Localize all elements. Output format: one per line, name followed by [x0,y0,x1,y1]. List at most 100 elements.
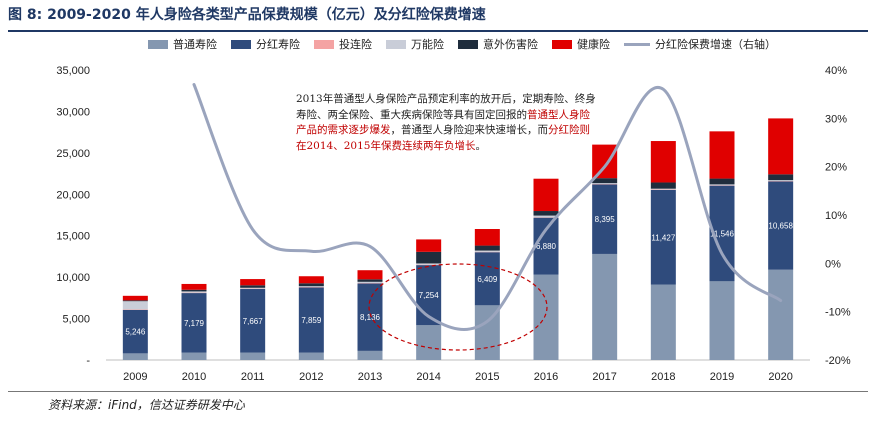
dividend-data-label: 8,136 [360,313,381,322]
bar-segment-ordinary [533,274,559,360]
legend-label-investment: 投连险 [339,38,372,51]
bar-segment-accident [181,289,207,292]
legend-label-ordinary: 普通寿险 [173,38,217,51]
source-note: 资料来源：iFind，信达证券研发中心 [48,398,245,412]
legend-swatch-ordinary [148,39,168,49]
growth-line [192,83,783,331]
legend-item-ordinary: 普通寿险 [148,36,217,52]
bar-segment-accident [592,178,618,184]
bar-segment-ordinary [240,352,266,360]
bar-segment-dividend [357,283,383,351]
legend-swatch-health [552,39,572,49]
bar-segment-health [533,178,559,212]
bar-segment-accident [533,211,559,216]
bar-segment-dividend [181,293,207,353]
dividend-data-label: 7,667 [243,317,264,326]
legend-item-investment: 投连险 [314,36,372,52]
dividend-data-label: 7,859 [301,316,322,325]
y-left-tick-label: 25,000 [56,148,90,160]
bar-segment-accident [240,285,266,288]
legend-item-growth: 分红险保费增速（右轴） [624,36,776,52]
bar-segment-dividend [650,189,676,285]
bar-segment-dividend [592,184,618,254]
y-left-tick-label: 15,000 [56,231,90,243]
y-left-tick-label: - [86,355,90,367]
bar-segment-universal [592,183,618,184]
source-rule [8,391,868,392]
bar-segment-health [416,239,442,252]
bar-segment-universal [709,184,735,186]
bar-segment-accident [709,178,735,185]
y-right-tick-label: 40% [825,65,847,77]
bar-segment-dividend [768,181,794,270]
bar-segment-ordinary [650,284,676,360]
bar-segment-health [768,118,794,175]
bar-segment-ordinary [768,269,794,360]
dividend-data-label: 6,409 [477,275,498,284]
bar-segment-universal [533,215,559,218]
x-tick-label: 2010 [182,371,206,383]
legend-label-universal: 万能险 [411,38,444,51]
bar-segment-accident [768,174,794,181]
title-rule [8,30,868,32]
bar-segment-health [709,131,735,179]
y-right-tick-label: 30% [825,113,847,125]
bar-segment-dividend [240,289,266,353]
bar-segment-ordinary [709,281,735,360]
legend-swatch-investment [314,39,334,49]
legend-swatch-universal [386,39,406,49]
bar-segment-accident [298,283,324,287]
x-tick-label: 2020 [768,371,792,383]
dividend-data-label: 11,546 [710,229,734,238]
bar-segment-universal [474,250,500,252]
x-tick-label: 2014 [416,371,440,383]
legend-label-accident: 意外伤害险 [483,38,538,51]
bar-segment-ordinary [416,325,442,360]
bar-segment-universal [416,263,442,265]
dividend-data-label: 8,395 [595,215,616,224]
bar-segment-accident [122,300,148,302]
bar-segment-universal [650,188,676,190]
bar-segment-health [122,295,148,301]
x-tick-label: 2016 [534,371,558,383]
legend-label-dividend: 分红寿险 [256,38,300,51]
dividend-data-label: 7,179 [184,319,205,328]
x-tick-label: 2011 [241,371,265,383]
bar-segment-accident [474,245,500,251]
x-tick-label: 2017 [592,371,616,383]
bar-segment-dividend [122,309,148,354]
x-tick-label: 2013 [358,371,382,383]
dividend-data-label: 7,254 [419,291,440,300]
bar-segment-ordinary [181,352,207,360]
y-left-tick-label: 35,000 [56,65,90,77]
bar-segment-health [298,276,324,284]
bar-segment-universal [181,291,207,293]
bar-segment-dividend [474,252,500,306]
legend: 普通寿险 分红寿险 投连险 万能险 意外伤害险 健康险 分红险保费增速（右轴） [148,35,776,53]
annotation-text: 2013年普通型人身保险产品预定利率的放开后，定期寿险、终身寿险、两全保险、重大… [296,92,596,154]
y-left-tick-label: 20,000 [56,189,90,201]
bar-segment-universal [357,281,383,284]
annotation-part-3: 。 [475,139,486,152]
bar-segment-health [592,144,618,179]
legend-label-growth: 分红险保费增速（右轴） [655,38,776,51]
bar-segment-universal [240,287,266,289]
bar-segment-accident [416,251,442,264]
bar-segment-health [357,270,383,280]
y-right-tick-label: 10% [825,210,847,222]
dividend-data-label: 10,658 [768,222,793,231]
bar-segment-ordinary [122,353,148,360]
highlight-ellipse [368,263,548,351]
annotation-highlight-2: 分红险则在2014、2015年保费连续两年负增长 [296,124,590,152]
bar-segment-universal [298,286,324,288]
bar-segment-health [650,141,676,183]
bar-segment-accident [357,279,383,282]
x-tick-label: 2018 [651,371,675,383]
x-tick-label: 2019 [710,371,734,383]
y-right-tick-label: -10% [825,307,851,319]
legend-item-health: 健康险 [552,36,610,52]
bar-segment-ordinary [298,352,324,360]
chart-title: 图 8: 2009-2020 年人身险各类型产品保费规模（亿元）及分红险保费增速 [8,7,486,23]
